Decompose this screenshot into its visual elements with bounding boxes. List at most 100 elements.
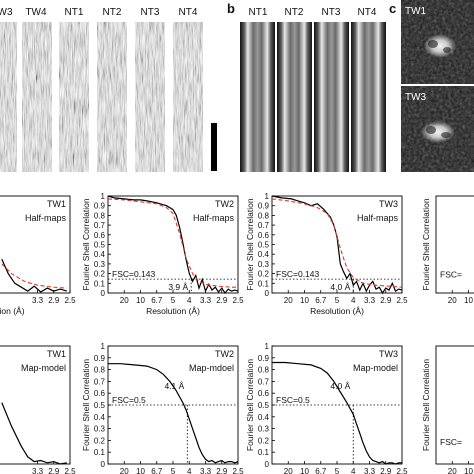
chart-id-label: TW3 [379, 199, 398, 209]
x-tick-label: 2.9 [380, 467, 392, 474]
x-tick-label: 2.9 [216, 296, 228, 305]
chart-type-label: Map-model [21, 363, 66, 373]
y-tick-label: 0.5 [94, 241, 106, 250]
micrograph-strip-1 [0, 22, 17, 172]
resolution-label: 4.1 Å [164, 381, 184, 391]
chart-id-label: TW2 [215, 199, 234, 209]
y-tick-label: 0.3 [258, 260, 270, 269]
y-tick-label: 1 [101, 192, 106, 201]
fsc-curve-dashed [271, 198, 403, 288]
class-strip-nt3 [314, 22, 349, 172]
y-tick-label: 0.1 [94, 448, 106, 457]
strip-label-w3: W3 [0, 7, 13, 18]
y-tick-label: 0.8 [94, 366, 106, 375]
chart-type-label: Half-maps [193, 213, 235, 223]
x-tick-label: 20 [120, 296, 129, 305]
panel-a-strip-labels: W3 TW4 NT1 NT2 NT3 NT4 [0, 7, 198, 18]
y-tick-label: 0.6 [258, 231, 270, 240]
strip-label-nt1: NT1 [65, 7, 84, 18]
y-tick-label: 0.9 [258, 202, 270, 211]
y-tick-label: 0 [101, 289, 106, 298]
y-tick-label: 0.7 [94, 221, 106, 230]
chart-id-label: TW1 [47, 199, 66, 209]
chart-id-label: TW1 [47, 349, 66, 359]
y-tick-label: 1 [265, 192, 270, 201]
panel-c-cross-sections: c TW1 TW3 [389, 0, 474, 172]
x-tick-label: 2.5 [396, 296, 408, 305]
fsc-curve [108, 363, 239, 464]
plot-frame [435, 195, 474, 294]
fsc-chart-tw2-mapmodel: 1 0.9 0.8 0.7 0.6 0.5 0.4 0.3 0.2 0.1 0 Fourier She… [81, 342, 244, 474]
x-tick-label: 10 [464, 296, 473, 305]
resolution-label: 4.0 Å [330, 381, 350, 391]
y-tick-label: 0.4 [94, 413, 106, 422]
class-strip-nt4 [351, 22, 386, 172]
x-tick-label: 3.3 [200, 296, 212, 305]
y-axis-label: Fourier Shell Correlation [245, 359, 255, 451]
class-strip-nt1 [240, 22, 275, 172]
y-tick-label: 0.5 [258, 401, 270, 410]
cross-section-label-tw3: TW3 [405, 92, 427, 103]
x-tick-label: 10 [136, 467, 145, 474]
y-tick-label: 0 [101, 460, 106, 469]
y-tick-label: 0.4 [94, 250, 106, 259]
y-tick-label: 0.2 [94, 436, 106, 445]
x-tick-label: 3.3 [32, 467, 44, 474]
class-label-nt1: NT1 [249, 7, 268, 18]
fsc-curve [1, 258, 67, 293]
y-tick-label: 0.9 [94, 354, 106, 363]
y-axis-label: Fourier Shell Correlation [81, 198, 91, 290]
x-tick-label: 6.7 [151, 467, 163, 474]
resolution-label: 4.0 Å [330, 282, 350, 292]
x-tick-label: 3.3 [364, 467, 376, 474]
y-tick-label: 0.6 [94, 389, 106, 398]
y-axis-label: Fourier Shell Correlation [81, 359, 91, 451]
plot-frame [0, 345, 71, 465]
x-tick-label: 3.3 [364, 296, 376, 305]
y-tick-label: 0.4 [258, 413, 270, 422]
x-tick-label: 20 [448, 296, 457, 305]
chart-type-label: Half-maps [25, 213, 67, 223]
x-tick-label: 20 [284, 296, 293, 305]
threshold-label: FSC= [440, 437, 462, 447]
class-label-nt2: NT2 [285, 7, 304, 18]
x-axis-label: Resolution (Å) [146, 306, 200, 316]
micrograph-strip-6 [173, 22, 203, 172]
x-tick-label: 4 [187, 296, 192, 305]
fsc-curve [272, 361, 402, 465]
panel-c-letter: c [389, 1, 396, 16]
x-tick-label: 2.5 [396, 467, 408, 474]
cross-section-label-tw1: TW1 [405, 6, 427, 17]
y-tick-label: 0.9 [258, 354, 270, 363]
y-tick-label: 0.1 [258, 279, 270, 288]
x-tick-label: 6.7 [315, 296, 327, 305]
y-axis-label: Fourier Shell Correlation [421, 359, 431, 451]
x-tick-label: 4 [351, 467, 356, 474]
x-tick-label: 20 [284, 467, 293, 474]
y-tick-label: 0.8 [258, 366, 270, 375]
x-tick-label: 5 [171, 467, 176, 474]
chart-type-label: Map-mdoel [189, 363, 234, 373]
chart-id-label: TW2 [215, 349, 234, 359]
x-tick-label: 2.5 [232, 296, 244, 305]
y-axis-label: Fourier Shell Correlation [421, 198, 431, 290]
x-tick-label: 5 [335, 467, 340, 474]
y-tick-label: 0.2 [94, 270, 106, 279]
y-tick-label: 0.3 [94, 425, 106, 434]
chart-type-label: Half-maps [357, 213, 399, 223]
fsc-chart-tw2-halfmap: 10.90.80.70.60.50.40.30.20.10 Fourier She… [81, 192, 244, 316]
resolution-label: 3.9 Å [168, 282, 188, 292]
y-tick-label: 0.6 [94, 231, 106, 240]
plot-frame [0, 195, 71, 294]
x-tick-label: 4 [351, 296, 356, 305]
y-tick-label: 0.4 [258, 250, 270, 259]
y-tick-label: 0.2 [258, 270, 270, 279]
y-tick-label: 0.2 [258, 436, 270, 445]
class-strip-nt2 [277, 22, 312, 172]
y-tick-label: 1 [265, 342, 270, 351]
chart-id-label: TW3 [379, 349, 398, 359]
fsc-curve [1, 402, 67, 465]
threshold-label: FSC=0.5 [112, 395, 146, 405]
